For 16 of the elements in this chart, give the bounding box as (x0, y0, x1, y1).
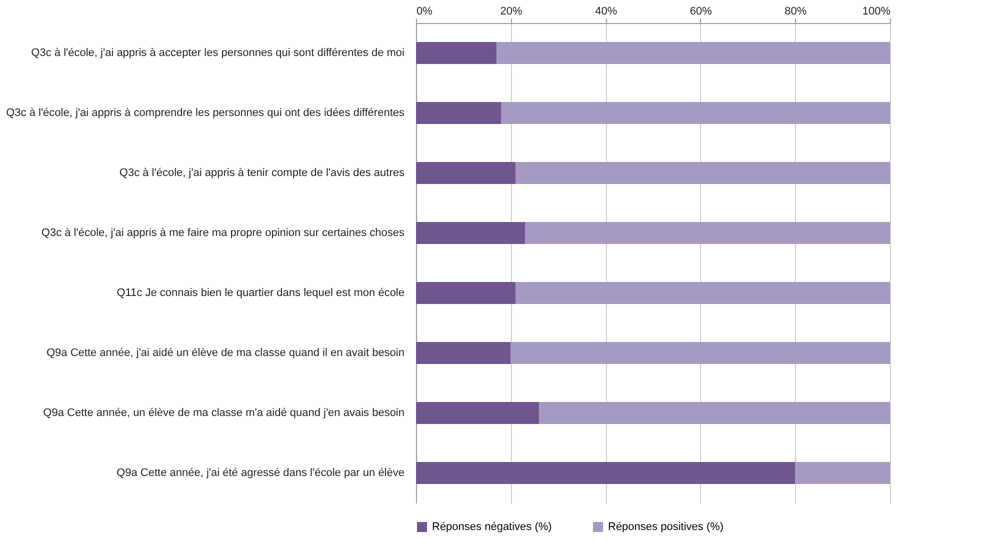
x-tick-label: 60% (690, 6, 712, 18)
y-tick-label: Q3c à l'école, j'ai appris à accepter les personnes qui sont différentes de moi (31, 47, 404, 59)
y-tick-label: Q3c à l'école, j'ai appris à comprendre les personnes qui ont des idées différentes (6, 107, 405, 119)
y-tick-label: Q11c Je connais bien le quartier dans lequel est mon école (116, 287, 404, 299)
x-tick-label: 80% (784, 6, 807, 18)
legend-label: Réponses négatives (%) (432, 521, 552, 533)
x-tick-label: 40% (595, 6, 618, 18)
x-tick-label: 100% (862, 6, 891, 18)
y-tick-label: Q3c à l'école, j'ai appris à tenir compte de l'avis des autres (119, 167, 405, 179)
y-tick-label: Q9a Cette année, un élève de ma classe m'a aidé quand j'en avais besoin (43, 407, 404, 419)
x-tick-label: 0% (416, 6, 433, 18)
legend-label: Réponses positives (%) (608, 521, 724, 533)
y-tick-label: Q9a Cette année, j'ai été agressé dans l'école par un élève (116, 467, 404, 479)
x-tick-label: 20% (500, 6, 523, 18)
y-tick-label: Q9a Cette année, j'ai aidé un élève de ma classe quand il en avait besoin (46, 347, 404, 359)
y-tick-label: Q3c à l'école, j'ai appris à me faire ma propre opinion sur certaines choses (41, 227, 405, 239)
